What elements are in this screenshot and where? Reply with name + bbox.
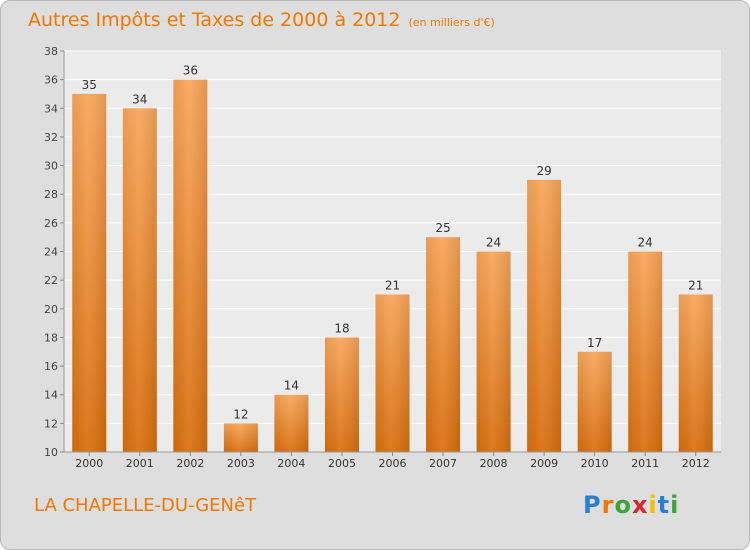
bar-shading xyxy=(223,423,258,452)
x-tick-label: 2011 xyxy=(631,457,659,470)
data-label: 18 xyxy=(334,321,349,335)
y-tick-label: 26 xyxy=(44,217,58,230)
bar-shading xyxy=(122,108,157,453)
x-tick-label: 2005 xyxy=(328,457,356,470)
bar-shading xyxy=(72,93,107,452)
logo-letter: i xyxy=(670,491,680,519)
x-axis: 2000 2001 2002 2003 2004 2005 2006 2007 2008 2009… xyxy=(64,451,721,470)
y-axis: 10 12 14 16 18 20 22 24 26 28 30 32 34 36 38 xyxy=(44,45,65,459)
x-tick-label: 2004 xyxy=(277,457,305,470)
x-tick-label: 2010 xyxy=(581,457,609,470)
logo-letter: i xyxy=(648,491,658,519)
bar-shading xyxy=(678,294,713,452)
proxiti-logo: Proxiti xyxy=(583,491,679,519)
bar-shading xyxy=(173,79,208,453)
bar-shading xyxy=(476,251,511,452)
y-tick-label: 30 xyxy=(44,160,58,173)
x-tick-label: 2003 xyxy=(227,457,255,470)
logo-letter: r xyxy=(601,491,615,519)
data-label: 25 xyxy=(435,221,450,235)
y-tick-label: 10 xyxy=(44,446,58,459)
y-tick-label: 28 xyxy=(44,188,58,201)
y-tick-label: 24 xyxy=(44,246,58,259)
bar-shading xyxy=(426,237,461,452)
bar-shading xyxy=(577,351,612,452)
bar-shading xyxy=(324,337,359,452)
y-tick-label: 34 xyxy=(44,102,58,115)
bar-shading xyxy=(375,294,410,452)
logo-letter: o xyxy=(614,491,632,519)
data-label: 24 xyxy=(486,236,501,250)
y-tick-label: 14 xyxy=(44,389,58,402)
chart-subtitle: (en milliers d'€) xyxy=(408,16,495,29)
y-tick-label: 18 xyxy=(44,331,58,344)
chart-title: Autres Impôts et Taxes de 2000 à 2012 (en… xyxy=(28,9,495,31)
y-tick-label: 16 xyxy=(44,360,58,373)
data-label: 17 xyxy=(587,336,602,350)
x-tick-label: 2001 xyxy=(126,457,154,470)
data-label: 35 xyxy=(82,78,97,92)
commune-name: LA CHAPELLE-DU-GENêT xyxy=(34,495,257,516)
data-label: 24 xyxy=(638,236,653,250)
x-tick-label: 2006 xyxy=(379,457,407,470)
data-label: 21 xyxy=(688,278,703,292)
bar-shading xyxy=(527,179,562,452)
bar-shading xyxy=(628,251,663,452)
y-tick-label: 12 xyxy=(44,417,58,430)
y-tick-label: 22 xyxy=(44,274,58,287)
x-tick-label: 2002 xyxy=(176,457,204,470)
logo-letter: x xyxy=(631,491,649,519)
data-label: 29 xyxy=(536,164,551,178)
y-tick-label: 20 xyxy=(44,303,58,316)
data-label: 34 xyxy=(132,92,147,106)
bars: 35 34 36 12 14 18 21 25 24 29 17 24 21 xyxy=(72,64,713,453)
title-text: Autres Impôts et Taxes de 2000 à 2012 xyxy=(28,9,401,31)
data-label: 12 xyxy=(233,407,248,421)
data-label: 36 xyxy=(183,64,198,78)
x-tick-label: 2012 xyxy=(682,457,710,470)
y-tick-label: 32 xyxy=(44,131,58,144)
data-label: 14 xyxy=(284,379,299,393)
logo-letter: t xyxy=(657,491,671,519)
y-tick-label: 36 xyxy=(44,74,58,87)
data-label: 21 xyxy=(385,278,400,292)
x-tick-label: 2009 xyxy=(530,457,558,470)
x-tick-label: 2008 xyxy=(480,457,508,470)
logo-letter: P xyxy=(583,491,602,519)
y-tick-label: 38 xyxy=(44,45,58,58)
bar-shading xyxy=(274,394,309,452)
x-tick-label: 2000 xyxy=(75,457,103,470)
x-tick-label: 2007 xyxy=(429,457,457,470)
